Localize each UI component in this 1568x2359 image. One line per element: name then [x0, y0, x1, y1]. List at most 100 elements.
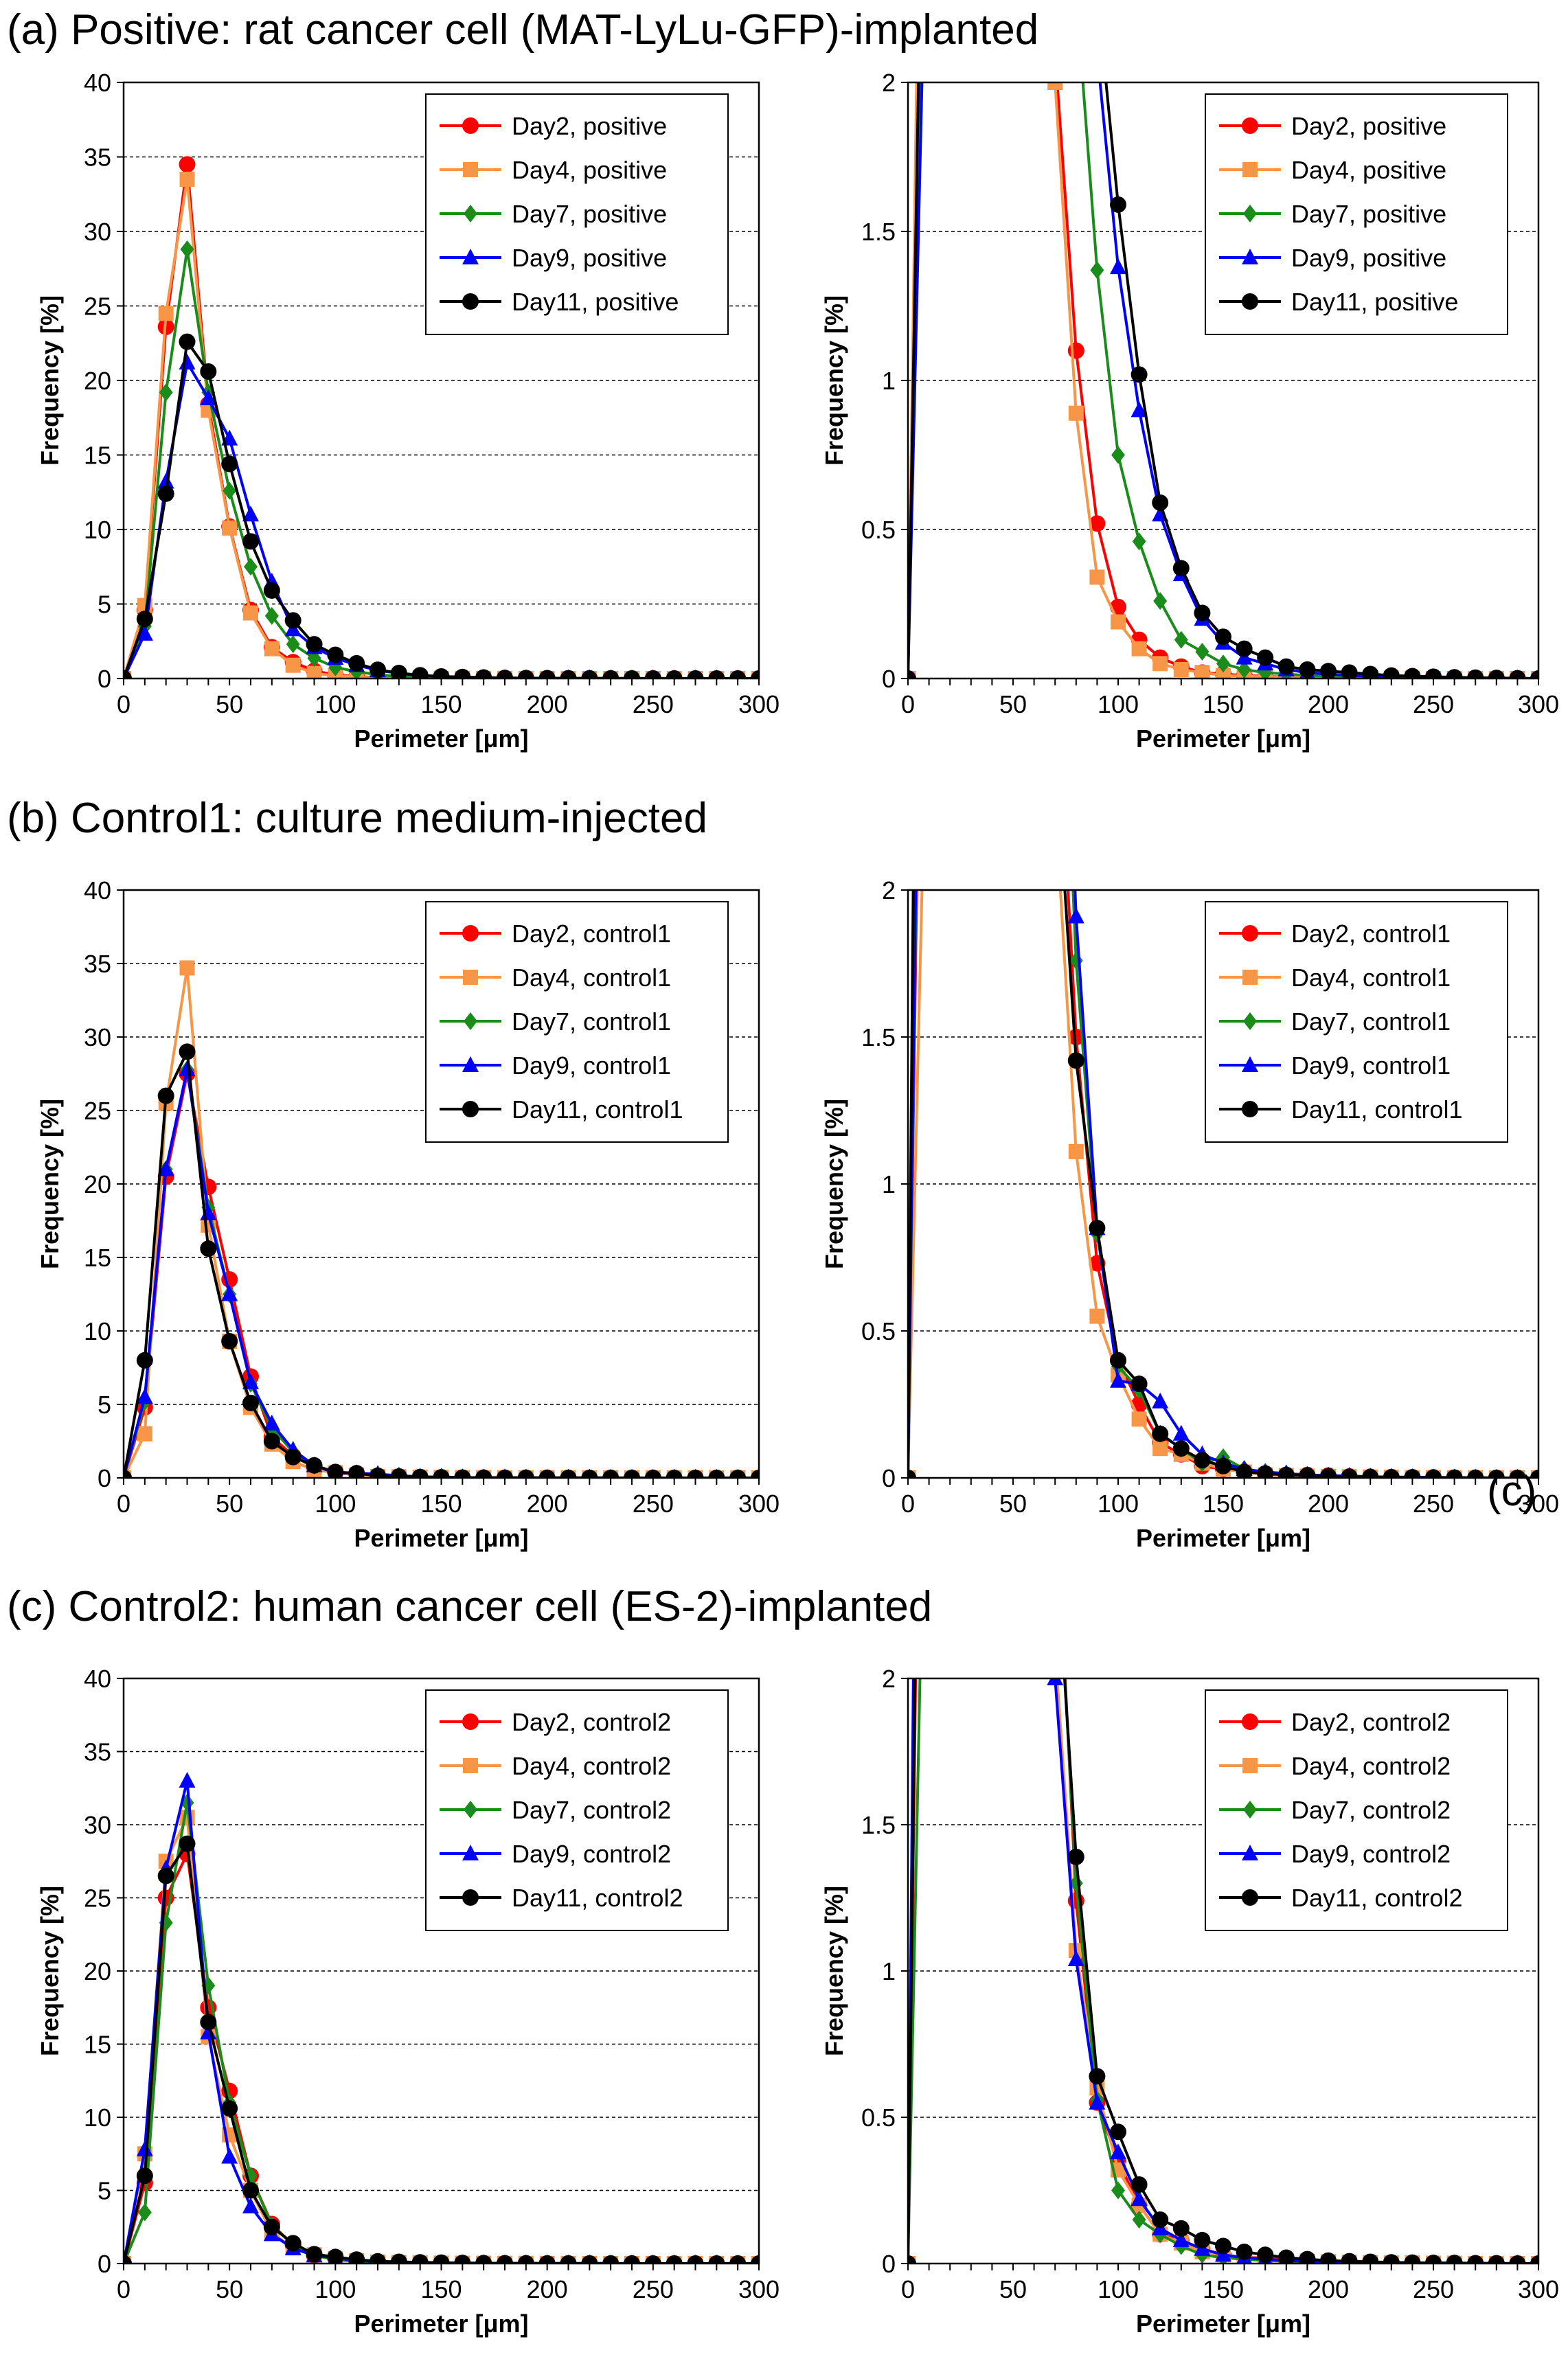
- plot-frame: [122, 889, 760, 1479]
- data-point: [157, 1087, 174, 1104]
- data-point: [221, 2100, 238, 2117]
- data-point: [1174, 630, 1188, 649]
- panel-b-title: (b) Control1: culture medium-injected: [7, 795, 707, 842]
- data-point: [1236, 640, 1253, 657]
- data-point: [242, 1373, 259, 1389]
- y-tick-label: 0: [882, 2250, 896, 2278]
- x-axis-label: Perimeter [μm]: [1136, 2310, 1310, 2338]
- data-point: [327, 2248, 344, 2264]
- data-point: [1216, 654, 1230, 673]
- data-point: [751, 670, 759, 679]
- data-point: [179, 1835, 196, 1852]
- data-point: [306, 636, 323, 653]
- data-point: [581, 2255, 598, 2264]
- data-point: [1027, 793, 1042, 808]
- legend-label: Day2, control1: [512, 920, 671, 948]
- data-point: [1152, 494, 1169, 511]
- data-point: [1530, 670, 1538, 679]
- x-tick-label: 100: [1098, 1490, 1139, 1518]
- legend: Day2, control1 Day4, control1 Day7, contro…: [1205, 901, 1508, 1143]
- x-tick-label: 200: [1308, 1490, 1349, 1518]
- x-tick-label: 300: [1518, 2275, 1559, 2303]
- data-point: [1111, 446, 1125, 464]
- data-point: [517, 1469, 534, 1478]
- data-point: [263, 2218, 280, 2235]
- legend-label: Day7, control1: [1291, 1007, 1451, 1036]
- data-point: [1425, 2255, 1442, 2264]
- data-point: [922, 62, 937, 77]
- y-tick-label: 40: [84, 69, 111, 97]
- data-point: [284, 612, 302, 629]
- data-point: [242, 2182, 259, 2199]
- data-point: [1130, 2190, 1148, 2207]
- data-point: [1111, 614, 1126, 630]
- legend-marker: [463, 162, 478, 177]
- data-point: [454, 1469, 471, 1478]
- data-point: [475, 1469, 492, 1478]
- data-point: [1089, 0, 1105, 1]
- data-point: [1299, 1467, 1316, 1478]
- legend-marker: [464, 205, 477, 223]
- legend-marker: [462, 1889, 479, 1906]
- data-point: [179, 156, 196, 173]
- y-tick-label: 1.5: [861, 218, 896, 246]
- data-point: [538, 670, 556, 679]
- x-tick-label: 150: [1203, 1490, 1244, 1518]
- legend-marker: [463, 1758, 478, 1773]
- x-tick-label: 50: [999, 690, 1027, 718]
- data-point: [1152, 1425, 1169, 1442]
- data-point: [1257, 1465, 1274, 1478]
- legend-marker: [1242, 293, 1258, 310]
- data-point: [242, 2197, 259, 2213]
- data-point: [1110, 2143, 1126, 2160]
- y-tick-label: 1.5: [861, 1811, 896, 1839]
- data-point: [244, 558, 258, 576]
- data-point: [1236, 2243, 1253, 2260]
- panel-a-title: (a) Positive: rat cancer cell (MAT-LyLu-…: [7, 6, 1038, 54]
- data-point: [157, 1867, 174, 1884]
- legend-label: Day2, control2: [1291, 1708, 1451, 1736]
- y-tick-label: 0: [98, 1464, 111, 1492]
- x-tick-label: 100: [315, 1490, 356, 1518]
- x-tick-label: 150: [420, 690, 462, 718]
- data-point: [1488, 2255, 1505, 2264]
- series-line: [124, 340, 759, 679]
- data-point: [1277, 1466, 1295, 1478]
- data-point: [624, 2255, 640, 2264]
- legend-label: Day4, positive: [1291, 156, 1446, 184]
- y-tick-label: 20: [84, 1957, 111, 1985]
- data-point: [1047, 795, 1063, 810]
- data-point: [1067, 907, 1084, 924]
- legend-marker: [462, 117, 479, 134]
- y-tick-label: 0.5: [861, 516, 896, 544]
- data-point: [179, 1043, 196, 1060]
- x-tick-label: 150: [420, 2275, 462, 2303]
- x-tick-label: 0: [117, 690, 130, 718]
- data-point: [1110, 1371, 1126, 1388]
- y-tick-label: 0: [98, 665, 111, 693]
- legend-label: Day9, positive: [1291, 244, 1446, 272]
- data-point: [1257, 2246, 1274, 2264]
- data-point: [1048, 1494, 1062, 1512]
- data-point: [1130, 1376, 1148, 1393]
- data-point: [560, 670, 577, 679]
- chart-a-full: 0 50 100 150 200 250 300 0 5 10 15 20 25 30 35 40 Perime…: [36, 69, 780, 753]
- data-point: [1172, 1424, 1190, 1441]
- data-point: [1172, 2231, 1190, 2247]
- y-tick-label: 2: [882, 1665, 896, 1693]
- data-point: [475, 669, 492, 679]
- y-tick-label: 0: [882, 665, 896, 693]
- legend-label: Day11, positive: [512, 288, 679, 316]
- legend-label: Day9, control2: [512, 1840, 671, 1868]
- data-point: [581, 670, 598, 679]
- data-point: [159, 383, 173, 402]
- data-point: [1110, 2123, 1126, 2141]
- data-point: [221, 1285, 238, 1301]
- data-point: [306, 2246, 323, 2263]
- data-point: [327, 646, 344, 663]
- legend-label: Day11, control2: [1291, 1884, 1462, 1912]
- data-point: [124, 670, 132, 679]
- legend-marker: [1242, 162, 1258, 177]
- data-point: [136, 1388, 153, 1404]
- legend-marker: [1242, 1845, 1258, 1860]
